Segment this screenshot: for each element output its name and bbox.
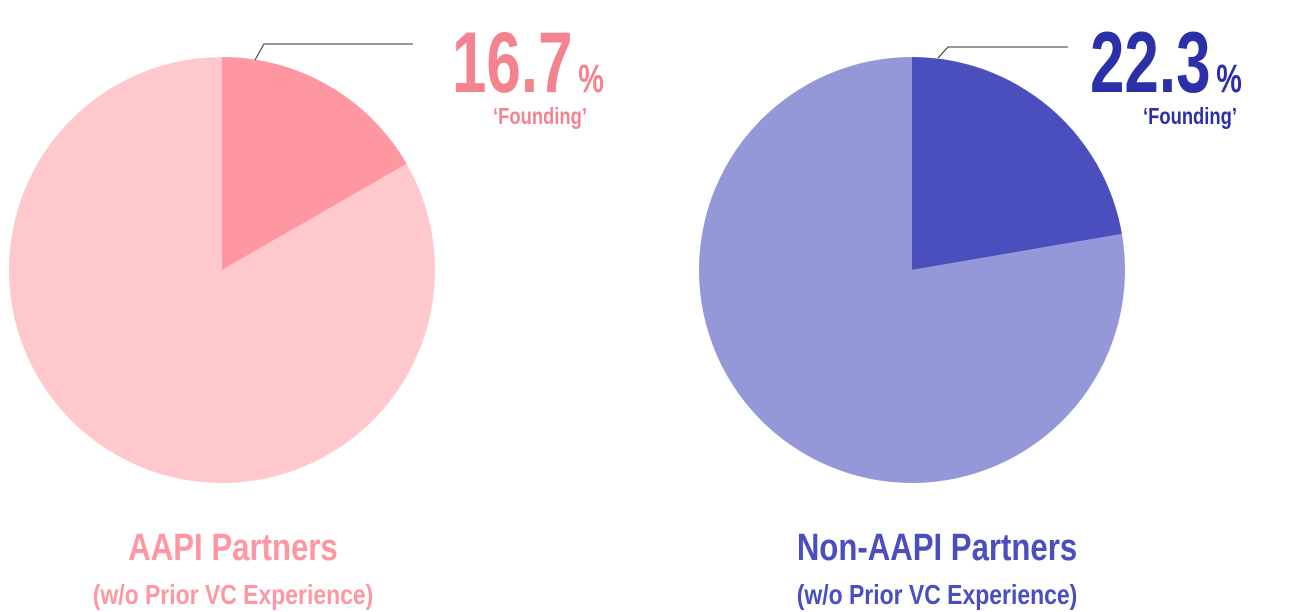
title-group: AAPI Partners (128, 527, 337, 569)
leader-line (254, 43, 413, 61)
pie-slice (698, 57, 1125, 484)
title-group: Non-AAPI Partners (797, 527, 1077, 569)
pie-slice (912, 57, 1122, 270)
subtitle-group: (w/o Prior VC Experience) (797, 580, 1078, 611)
chart-title: AAPI Partners (128, 527, 337, 569)
chart-subtitle: (w/o Prior VC Experience) (93, 580, 374, 611)
category-label-group: ‘Founding’ (1143, 104, 1237, 129)
pie-slice (222, 57, 407, 270)
pie-chart: 16.7 %‘Founding’ AAPI Partners (w/o Prior V… (9, 14, 604, 611)
category-label: ‘Founding’ (1143, 104, 1237, 129)
pie-chart: 22.3 %‘Founding’ Non-AAPI Partners (w/o Pri… (698, 14, 1242, 611)
leader-line (937, 46, 1068, 59)
pie-slice (9, 57, 436, 483)
chart-subtitle: (w/o Prior VC Experience) (797, 580, 1078, 611)
value-label-group: 16.7% (452, 14, 604, 110)
value-label-group: 22.3% (1090, 14, 1242, 110)
value-label: 22.3% (1090, 14, 1242, 110)
value-label: 16.7% (452, 14, 604, 110)
category-label-group: ‘Founding’ (493, 104, 587, 129)
category-label: ‘Founding’ (493, 104, 587, 129)
subtitle-group: (w/o Prior VC Experience) (93, 580, 374, 611)
chart-title: Non-AAPI Partners (797, 527, 1077, 569)
